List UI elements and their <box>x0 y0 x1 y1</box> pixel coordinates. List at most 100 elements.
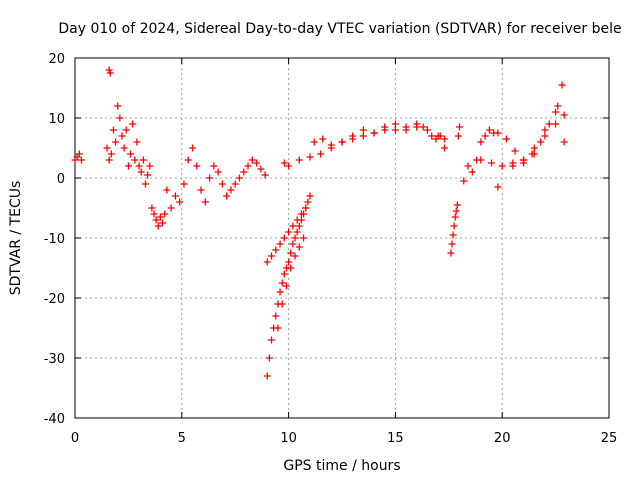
data-point <box>263 258 271 266</box>
data-point <box>261 171 269 179</box>
data-point <box>498 162 506 170</box>
x-tick-label: 10 <box>280 431 297 446</box>
data-point <box>146 162 154 170</box>
data-point <box>240 168 248 176</box>
y-tick-label: -40 <box>44 412 65 427</box>
data-point <box>449 231 457 239</box>
data-point <box>244 162 252 170</box>
data-point <box>103 144 111 152</box>
data-point <box>295 243 303 251</box>
data-point <box>552 120 560 128</box>
series-arc-4 <box>163 144 269 212</box>
data-point <box>131 156 139 164</box>
data-point <box>441 135 449 143</box>
data-point <box>464 162 472 170</box>
data-point <box>511 147 519 155</box>
data-point <box>193 162 201 170</box>
data-point <box>520 159 528 167</box>
data-point <box>124 162 132 170</box>
data-point <box>494 183 502 191</box>
data-point <box>293 216 301 224</box>
data-point <box>150 210 158 218</box>
data-point <box>454 132 462 140</box>
data-point <box>297 210 305 218</box>
data-point <box>210 162 218 170</box>
data-point <box>161 210 169 218</box>
data-point <box>118 132 126 140</box>
data-point <box>206 174 214 182</box>
y-tick-label: 0 <box>57 172 65 187</box>
data-point <box>391 126 399 134</box>
data-point <box>176 198 184 206</box>
data-point <box>148 204 156 212</box>
data-point <box>291 252 299 260</box>
data-point <box>453 201 461 209</box>
data-point <box>302 204 310 212</box>
x-tick-label: 15 <box>387 431 404 446</box>
data-point <box>231 180 239 188</box>
data-point <box>197 186 205 194</box>
data-point <box>184 156 192 164</box>
data-point <box>180 180 188 188</box>
data-point <box>287 264 295 272</box>
data-point <box>278 300 286 308</box>
data-point <box>436 132 444 140</box>
data-point <box>106 69 114 77</box>
data-point <box>541 132 549 140</box>
data-point <box>116 114 124 122</box>
data-point <box>338 138 346 146</box>
data-point <box>282 282 290 290</box>
data-point <box>268 336 276 344</box>
data-point <box>263 372 271 380</box>
data-point <box>450 222 458 230</box>
data-point <box>285 228 293 236</box>
data-point <box>545 120 553 128</box>
data-point <box>289 240 297 248</box>
data-point <box>537 138 545 146</box>
data-point <box>327 141 335 149</box>
data-point <box>419 123 427 131</box>
series-arc-13 <box>477 81 566 170</box>
data-point <box>77 156 85 164</box>
data-points <box>71 66 568 380</box>
data-point <box>154 222 162 230</box>
data-point <box>235 174 243 182</box>
data-point <box>541 126 549 134</box>
x-axis-label: GPS time / hours <box>283 458 400 474</box>
data-point <box>289 222 297 230</box>
data-point <box>423 126 431 134</box>
data-point <box>349 132 357 140</box>
data-point <box>319 135 327 143</box>
data-point <box>112 138 120 146</box>
data-point <box>135 162 143 170</box>
data-point <box>272 246 280 254</box>
data-point <box>120 144 128 152</box>
data-point <box>494 129 502 137</box>
data-point <box>141 180 149 188</box>
data-point <box>441 144 449 152</box>
data-point <box>359 132 367 140</box>
data-point <box>306 192 314 200</box>
data-point <box>477 138 485 146</box>
x-tick-label: 5 <box>178 431 186 446</box>
data-point <box>280 234 288 242</box>
series-arc-11 <box>447 123 463 257</box>
y-tick-label: -20 <box>44 292 65 307</box>
data-point <box>481 132 489 140</box>
grid-lines <box>75 58 609 418</box>
data-point <box>223 192 231 200</box>
data-point <box>253 159 261 167</box>
data-point <box>105 66 113 74</box>
series-arc-14 <box>494 102 568 164</box>
data-point <box>285 258 293 266</box>
data-point <box>413 120 421 128</box>
y-tick-label: -10 <box>44 232 65 247</box>
series-arc-3 <box>105 66 114 77</box>
y-tick-label: 20 <box>48 52 65 67</box>
data-point <box>280 270 288 278</box>
data-point <box>129 120 137 128</box>
series-arc-2 <box>103 102 169 230</box>
data-point <box>304 198 312 206</box>
data-point <box>488 159 496 167</box>
data-point <box>291 234 299 242</box>
